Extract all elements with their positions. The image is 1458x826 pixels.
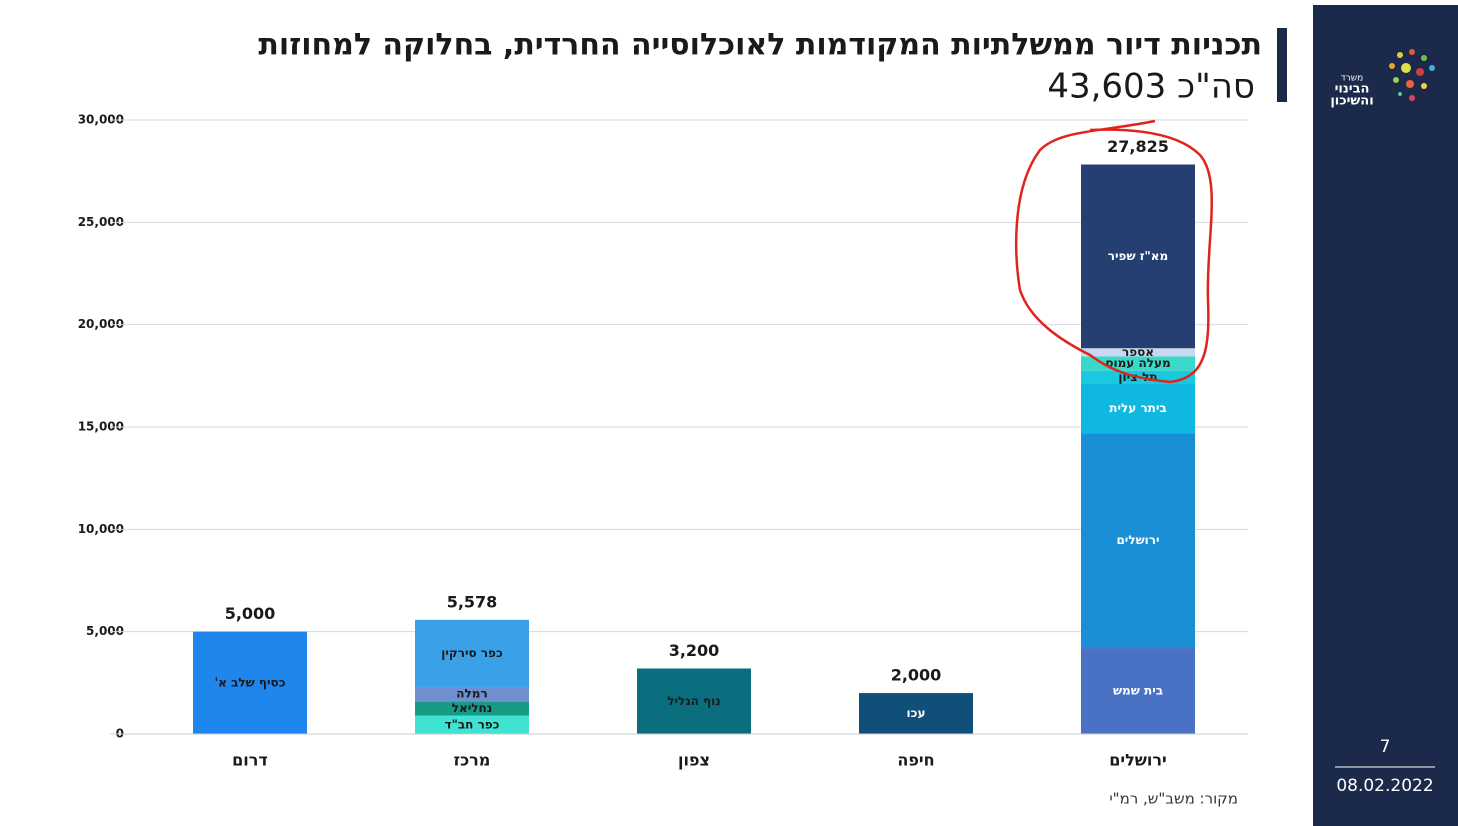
y-tick-label: 10,000 — [78, 522, 124, 536]
total-label: 3,200 — [669, 641, 720, 660]
x-tick-label: חיפה — [897, 751, 934, 770]
chart-title: תכניות דיור ממשלתיות המקודמות לאוכלוסייה… — [258, 28, 1262, 63]
total-label: 2,000 — [891, 666, 942, 685]
y-tick-label: 25,000 — [78, 215, 124, 229]
segment-label: רמלה — [456, 687, 487, 701]
segment-label: כסיף שלב א' — [214, 675, 285, 689]
y-tick-label: 20,000 — [78, 317, 124, 331]
segment-label: מא"ז שפיר — [1108, 249, 1168, 263]
x-tick-label: מרכז — [454, 751, 491, 770]
annotation-circle — [1014, 119, 1213, 384]
logo-text: והשיכון — [1330, 94, 1373, 109]
bar-segment — [415, 686, 529, 702]
y-tick-label: 30,000 — [78, 113, 124, 127]
segment-label: כפר סירקין — [441, 646, 503, 660]
bar-segment — [1081, 648, 1195, 734]
bar-segment — [637, 668, 751, 734]
total-label: 27,825 — [1107, 137, 1169, 156]
segment-label: מעלה עמוס — [1105, 356, 1170, 370]
bar-segment — [1081, 348, 1195, 357]
x-tick-label: דרום — [232, 751, 268, 770]
logo-text: משרד — [1341, 74, 1363, 84]
bar-segment — [193, 631, 307, 734]
title-accent — [1277, 28, 1287, 102]
segment-label: נחליאל — [452, 701, 492, 715]
bar-segment — [1081, 433, 1195, 649]
bar-segment — [1081, 164, 1195, 349]
source: מקור: משב"ש, רמ"י — [1109, 790, 1238, 808]
date: 08.02.2022 — [1336, 776, 1433, 796]
y-tick-label: 15,000 — [78, 420, 124, 434]
logo-text: הבינוי — [1335, 82, 1370, 97]
bar-segment — [1081, 384, 1195, 434]
logo-dots — [1389, 49, 1435, 101]
total-label: 5,000 — [225, 604, 276, 623]
segment-label: עכו — [907, 706, 926, 720]
bar-segment — [415, 701, 529, 716]
segment-label: כפר חב"ד — [445, 717, 500, 731]
segment-label: ירושלים — [1116, 533, 1159, 547]
bar-segment — [859, 693, 973, 734]
bar-segment — [415, 715, 529, 734]
plot: 05,00010,00015,00020,00025,00030,000דרום… — [78, 113, 1248, 770]
chart-subtitle: סה"כ 43,603 — [1047, 67, 1255, 107]
page-number: 7 — [1380, 737, 1391, 757]
y-tick-label: 5,000 — [86, 624, 124, 638]
segment-label: אספר — [1122, 345, 1154, 359]
x-tick-label: ירושלים — [1109, 751, 1167, 770]
x-tick-label: צפון — [678, 751, 710, 770]
segment-label: ביתר עלית — [1109, 401, 1166, 415]
segment-label: נוף הגליל — [667, 694, 721, 708]
segment-label: בית שמש — [1113, 684, 1163, 698]
sidebar — [1313, 5, 1458, 826]
bar-segment — [415, 619, 529, 687]
total-label: 5,578 — [447, 592, 498, 611]
